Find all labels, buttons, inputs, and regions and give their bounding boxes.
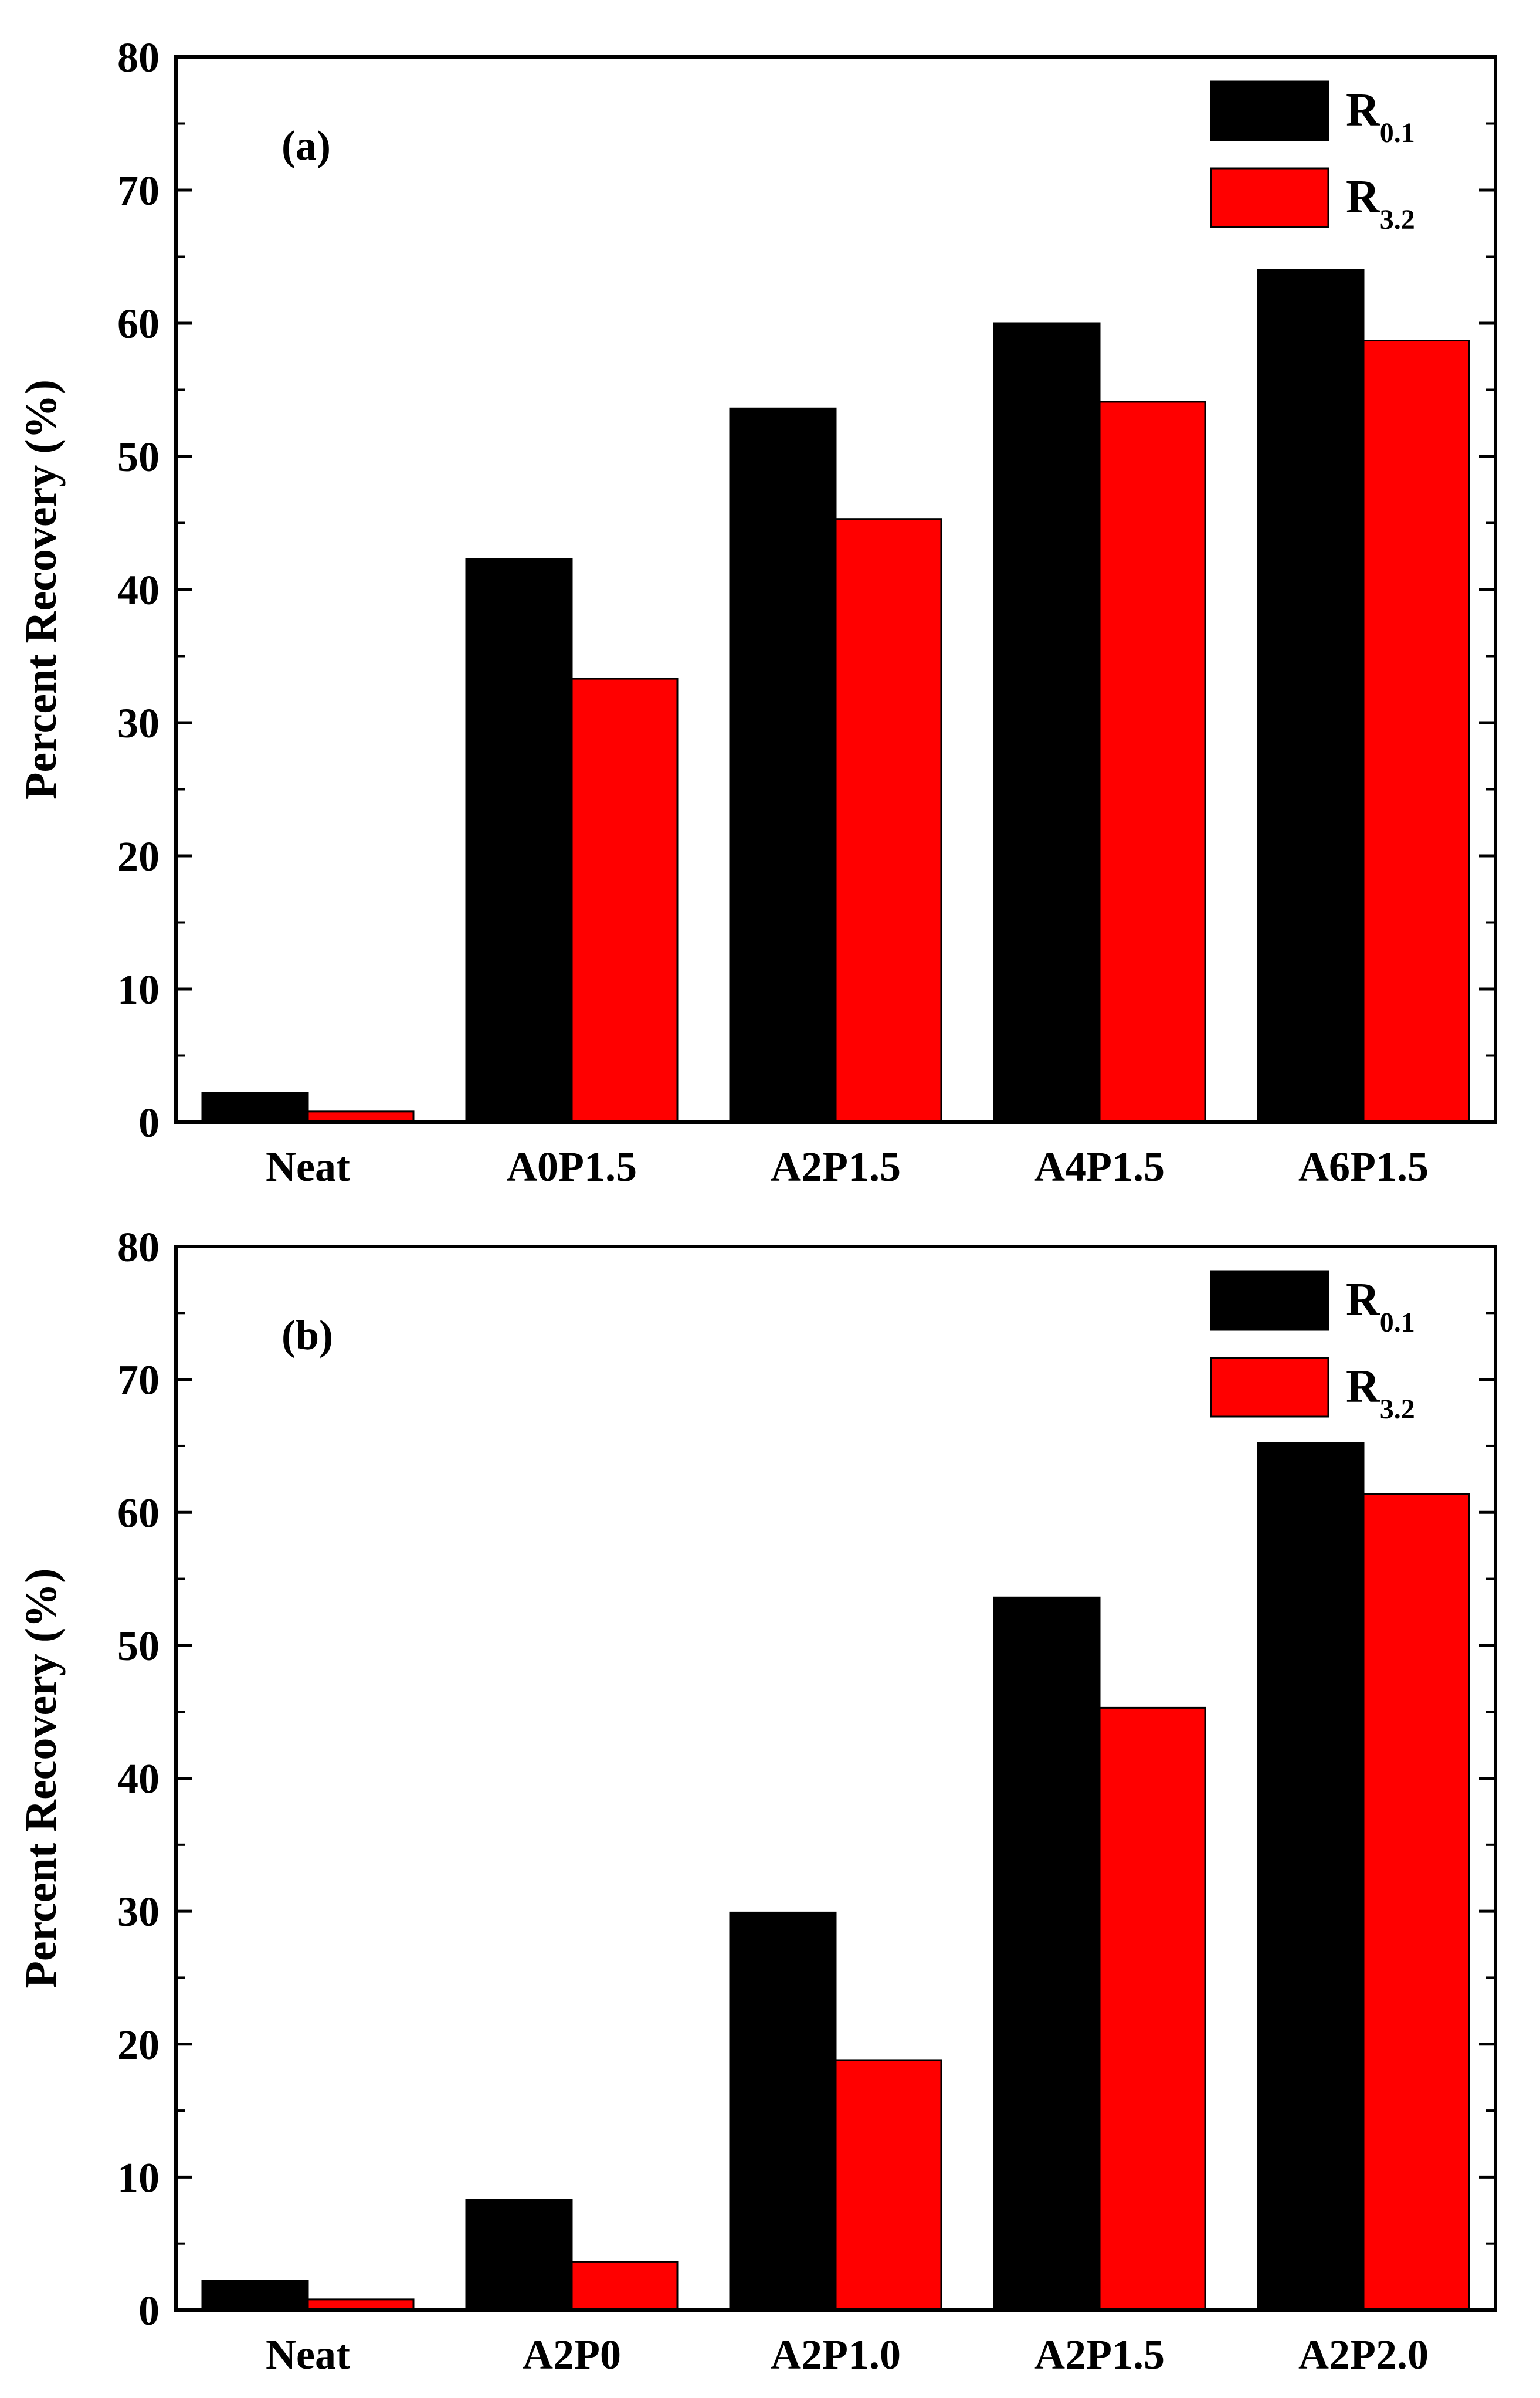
legend-label: R3.2 (1346, 1361, 1415, 1425)
x-category-label: Neat (266, 2331, 350, 2378)
legend-label: R0.1 (1346, 84, 1415, 148)
y-tick-label: 0 (138, 1099, 160, 1146)
bar-R32-A4P15 (1098, 401, 1206, 1123)
legend-label-subscript: 3.2 (1380, 1394, 1415, 1425)
bar-R32-A2P20 (1362, 1493, 1470, 2311)
y-axis: 0 10 20 30 40 50 60 70 80 (117, 34, 1495, 1146)
panel-label: (a) (281, 122, 331, 169)
y-tick-label: 30 (117, 700, 160, 747)
x-category-label: A4P1.5 (1034, 1143, 1165, 1190)
bar-R01-A0P15 (465, 558, 573, 1123)
legend-label-subscript: 0.1 (1380, 117, 1415, 148)
legend-swatch (1210, 1357, 1329, 1418)
y-tick-label: 0 (138, 2287, 160, 2334)
y-tick-label: 50 (117, 1623, 160, 1669)
y-tick-label: 70 (117, 1357, 160, 1404)
bar-R32-A2P0 (571, 2261, 679, 2311)
legend-swatch (1210, 167, 1329, 228)
y-axis: 0 10 20 30 40 50 60 70 80 (117, 1224, 1495, 2334)
chart-panel-a: 0 10 20 30 40 50 60 70 80 Neat A0P1.5 A2P1.5 A4P1.5… (16, 34, 1497, 1190)
legend-label: R3.2 (1346, 171, 1415, 235)
x-category-label: A2P1.5 (771, 1143, 901, 1190)
x-category-label: Neat (266, 1143, 350, 1190)
x-category-label: A2P2.0 (1298, 2331, 1429, 2378)
legend: R0.1R3.2 (1210, 1270, 1415, 1425)
bar-R01-A4P15 (993, 322, 1101, 1123)
x-category-label: A0P1.5 (507, 1143, 637, 1190)
legend-label-main: R (1346, 1361, 1380, 1413)
y-tick-label: 80 (117, 1224, 160, 1271)
bar-R01-A2P10 (729, 1911, 837, 2311)
bar-R01-Neat (201, 2280, 309, 2311)
y-tick-label: 70 (117, 167, 160, 214)
bar-R32-A2P10 (835, 2059, 942, 2311)
y-tick-label: 50 (117, 433, 160, 480)
y-tick-label: 40 (117, 1756, 160, 1803)
bar-R32-A0P15 (571, 678, 679, 1123)
y-tick-label: 30 (117, 1888, 160, 1935)
y-tick-label: 20 (117, 2021, 160, 2068)
x-axis: Neat A2P0 A2P1.0 A2P1.5 A2P2.0 (266, 2331, 1429, 2378)
legend-label-main: R (1346, 1274, 1380, 1326)
x-category-label: A2P0 (523, 2331, 621, 2378)
legend-label-main: R (1346, 84, 1380, 136)
y-tick-label: 80 (117, 34, 160, 81)
bar-R01-A6P15 (1257, 269, 1365, 1123)
legend-label-main: R (1346, 171, 1380, 223)
y-tick-label: 40 (117, 567, 160, 614)
y-tick-label: 60 (117, 300, 160, 347)
bar-R01-A2P0 (465, 2199, 573, 2311)
bar-R32-A2P15 (835, 518, 942, 1123)
x-category-label: A6P1.5 (1298, 1143, 1429, 1190)
y-axis-title: Percent Recovery (%) (16, 1569, 66, 1989)
bar-R01-A2P15 (993, 1596, 1101, 2311)
bar-R01-A2P20 (1257, 1442, 1365, 2311)
legend-label: R0.1 (1346, 1274, 1415, 1338)
legend-label-subscript: 3.2 (1380, 204, 1415, 235)
bars-group (201, 269, 1470, 1123)
legend-swatch (1210, 1270, 1329, 1331)
bar-R32-A2P15 (1098, 1706, 1206, 2311)
y-tick-label: 10 (117, 966, 160, 1013)
chart-panel-b: 0 10 20 30 40 50 60 70 80 Neat A2P0 A2P1.0 A2P1.5 A2… (16, 1224, 1497, 2378)
bar-R01-Neat (201, 1092, 309, 1123)
x-category-label: A2P1.0 (771, 2331, 901, 2378)
y-tick-label: 10 (117, 2154, 160, 2201)
legend-label-subscript: 0.1 (1380, 1307, 1415, 1338)
x-category-label: A2P1.5 (1034, 2331, 1165, 2378)
x-axis: Neat A0P1.5 A2P1.5 A4P1.5 A6P1.5 (266, 1143, 1429, 1190)
legend-swatch (1210, 80, 1329, 141)
y-axis-title: Percent Recovery (%) (16, 380, 66, 800)
panel-label: (b) (281, 1312, 333, 1359)
legend: R0.1R3.2 (1210, 80, 1415, 235)
bar-R01-A2P15 (729, 407, 837, 1123)
y-tick-label: 20 (117, 833, 160, 880)
y-tick-label: 60 (117, 1489, 160, 1536)
bar-R32-A6P15 (1362, 340, 1470, 1123)
